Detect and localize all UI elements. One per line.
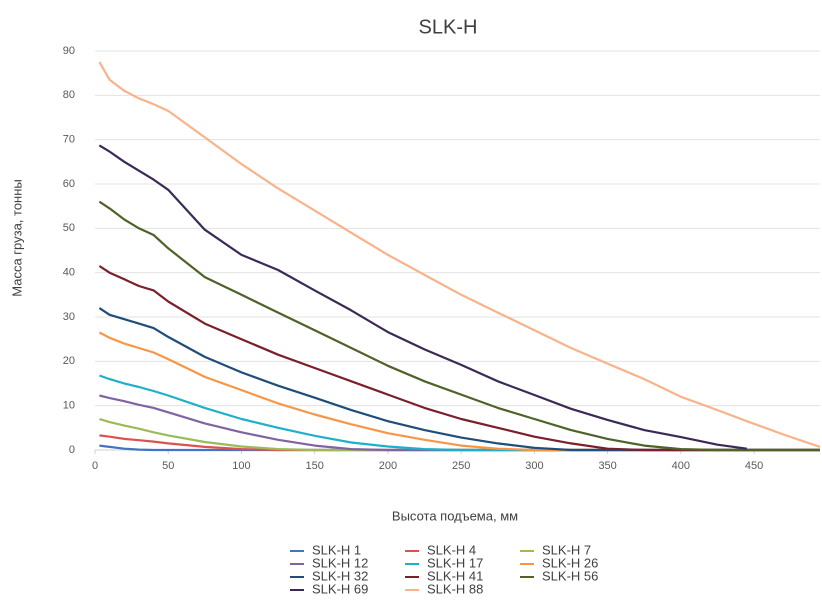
legend-label: SLK-H 7 — [542, 542, 591, 557]
legend-label: SLK-H 32 — [312, 568, 368, 583]
series-line — [98, 331, 820, 452]
series-line — [98, 61, 821, 448]
y-tick-label: 30 — [63, 311, 75, 323]
legend-label: SLK-H 26 — [542, 555, 598, 570]
x-tick-label: 50 — [162, 460, 174, 472]
legend-label: SLK-H 56 — [542, 568, 598, 583]
y-tick-label: 70 — [63, 134, 75, 146]
legend-label: SLK-H 41 — [427, 568, 483, 583]
series-line — [99, 374, 820, 452]
x-tick-label: 400 — [672, 460, 690, 472]
x-tick-label: 100 — [232, 460, 250, 472]
y-axis-title: Масса груза, тонны — [9, 179, 24, 297]
legend-label: SLK-H 4 — [427, 542, 476, 557]
legend-label: SLK-H 1 — [312, 542, 361, 557]
y-tick-label: 80 — [63, 89, 75, 101]
y-tick-label: 60 — [63, 178, 75, 190]
series-line — [98, 144, 747, 450]
legend-label: SLK-H 12 — [312, 555, 368, 570]
series-line — [98, 307, 820, 452]
y-tick-label: 40 — [63, 267, 75, 279]
legend-label: SLK-H 69 — [312, 581, 368, 596]
y-tick-label: 20 — [63, 355, 75, 367]
chart-title: SLK-H — [419, 16, 478, 38]
x-tick-label: 250 — [452, 460, 470, 472]
x-tick-label: 450 — [745, 460, 763, 472]
legend-label: SLK-H 88 — [427, 581, 483, 596]
x-tick-label: 200 — [379, 460, 397, 472]
y-tick-label: 50 — [63, 222, 75, 234]
x-tick-label: 150 — [306, 460, 324, 472]
y-tick-label: 0 — [69, 444, 75, 456]
y-tick-label: 10 — [63, 400, 75, 412]
x-tick-label: 0 — [92, 460, 98, 472]
x-tick-label: 350 — [598, 460, 616, 472]
y-tick-label: 90 — [63, 45, 75, 57]
legend-label: SLK-H 17 — [427, 555, 483, 570]
x-tick-label: 300 — [525, 460, 543, 472]
x-axis-title: Высота подъема, мм — [392, 508, 518, 523]
series-line — [98, 200, 820, 452]
